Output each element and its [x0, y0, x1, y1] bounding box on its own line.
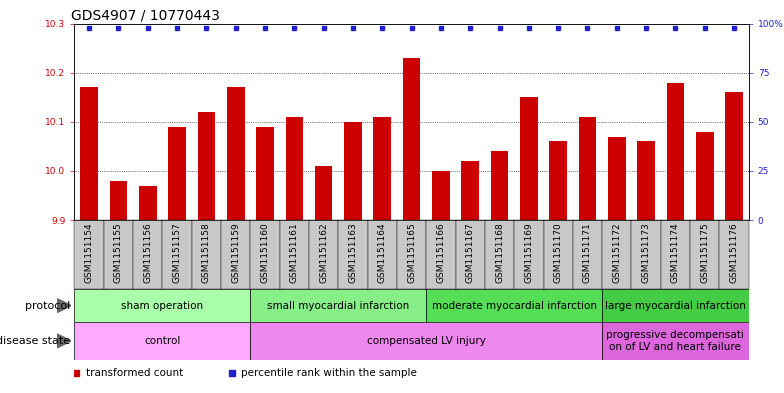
- Bar: [631, 220, 661, 289]
- Text: GSM1151164: GSM1151164: [378, 223, 387, 283]
- Text: GDS4907 / 10770443: GDS4907 / 10770443: [71, 8, 220, 22]
- Text: percentile rank within the sample: percentile rank within the sample: [241, 368, 417, 378]
- Text: GSM1151168: GSM1151168: [495, 223, 504, 283]
- Bar: [485, 220, 514, 289]
- Bar: [339, 220, 368, 289]
- Bar: [368, 220, 397, 289]
- Bar: [192, 220, 221, 289]
- Bar: [227, 88, 245, 220]
- Bar: [720, 220, 749, 289]
- Text: GSM1151157: GSM1151157: [172, 223, 182, 283]
- Bar: [221, 220, 250, 289]
- Bar: [456, 220, 485, 289]
- Bar: [250, 322, 602, 360]
- Bar: [397, 220, 426, 289]
- Text: GSM1151161: GSM1151161: [290, 223, 299, 283]
- Bar: [426, 289, 602, 322]
- Bar: [133, 220, 162, 289]
- Bar: [285, 117, 303, 220]
- Bar: [579, 117, 597, 220]
- Bar: [462, 161, 479, 220]
- Bar: [74, 322, 250, 360]
- Text: GSM1151174: GSM1151174: [671, 223, 680, 283]
- Bar: [309, 220, 339, 289]
- Text: GSM1151169: GSM1151169: [524, 223, 533, 283]
- Bar: [543, 220, 573, 289]
- Bar: [315, 166, 332, 220]
- Text: GSM1151175: GSM1151175: [700, 223, 710, 283]
- Text: GSM1151167: GSM1151167: [466, 223, 475, 283]
- Text: GSM1151170: GSM1151170: [554, 223, 563, 283]
- Bar: [666, 83, 684, 220]
- Text: GSM1151165: GSM1151165: [407, 223, 416, 283]
- Bar: [661, 220, 690, 289]
- Bar: [162, 220, 192, 289]
- Bar: [602, 289, 749, 322]
- Text: protocol: protocol: [25, 301, 71, 310]
- Text: GSM1151176: GSM1151176: [730, 223, 739, 283]
- Bar: [550, 141, 567, 220]
- Text: GSM1151156: GSM1151156: [143, 223, 152, 283]
- Text: disease state: disease state: [0, 336, 71, 346]
- Bar: [250, 289, 426, 322]
- Bar: [602, 220, 631, 289]
- Bar: [74, 289, 250, 322]
- Text: small myocardial infarction: small myocardial infarction: [267, 301, 409, 310]
- Text: GSM1151159: GSM1151159: [231, 223, 240, 283]
- Bar: [514, 220, 543, 289]
- Bar: [198, 112, 215, 220]
- Bar: [690, 220, 720, 289]
- Bar: [573, 220, 602, 289]
- Bar: [696, 132, 713, 220]
- Text: large myocardial infarction: large myocardial infarction: [605, 301, 746, 310]
- Text: GSM1151155: GSM1151155: [114, 223, 123, 283]
- Bar: [637, 141, 655, 220]
- Text: GSM1151171: GSM1151171: [583, 223, 592, 283]
- Bar: [103, 220, 133, 289]
- Bar: [250, 220, 280, 289]
- Text: GSM1151172: GSM1151172: [612, 223, 621, 283]
- Text: moderate myocardial infarction: moderate myocardial infarction: [432, 301, 597, 310]
- Bar: [491, 151, 508, 220]
- Bar: [373, 117, 391, 220]
- Text: compensated LV injury: compensated LV injury: [367, 336, 486, 346]
- Text: transformed count: transformed count: [85, 368, 183, 378]
- Bar: [432, 171, 450, 220]
- Bar: [280, 220, 309, 289]
- Bar: [80, 88, 98, 220]
- Text: GSM1151160: GSM1151160: [260, 223, 270, 283]
- Bar: [344, 122, 361, 220]
- Text: GSM1151162: GSM1151162: [319, 223, 328, 283]
- Bar: [74, 220, 103, 289]
- Text: sham operation: sham operation: [122, 301, 204, 310]
- Text: GSM1151173: GSM1151173: [641, 223, 651, 283]
- Text: GSM1151166: GSM1151166: [437, 223, 445, 283]
- Bar: [520, 97, 538, 220]
- Text: GSM1151158: GSM1151158: [202, 223, 211, 283]
- Bar: [110, 181, 127, 220]
- Bar: [602, 322, 749, 360]
- Text: progressive decompensati
on of LV and heart failure: progressive decompensati on of LV and he…: [607, 330, 744, 352]
- Text: GSM1151154: GSM1151154: [85, 223, 93, 283]
- Polygon shape: [57, 299, 71, 312]
- Bar: [426, 220, 456, 289]
- Text: control: control: [144, 336, 180, 346]
- Bar: [169, 127, 186, 220]
- Bar: [139, 185, 157, 220]
- Bar: [725, 92, 743, 220]
- Text: GSM1151163: GSM1151163: [348, 223, 358, 283]
- Bar: [256, 127, 274, 220]
- Polygon shape: [57, 334, 71, 348]
- Bar: [403, 58, 420, 220]
- Bar: [608, 137, 626, 220]
